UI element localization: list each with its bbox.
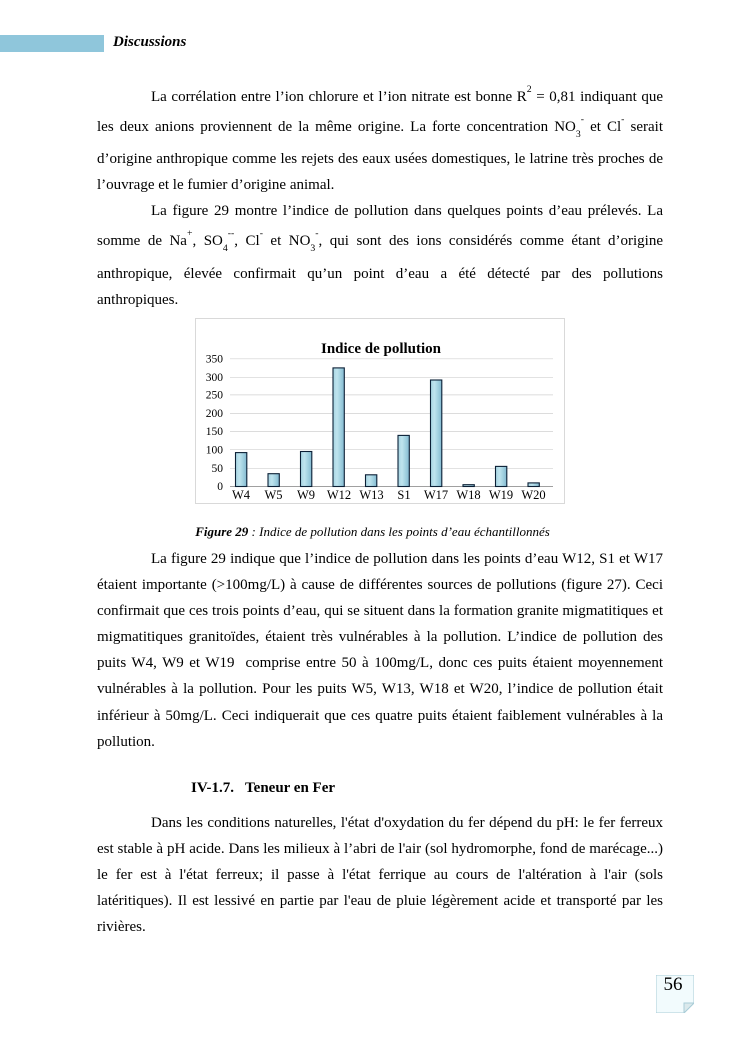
svg-text:50: 50 <box>212 463 224 475</box>
svg-text:100: 100 <box>206 444 224 456</box>
svg-text:W5: W5 <box>264 488 282 502</box>
svg-text:300: 300 <box>206 372 224 384</box>
svg-text:350: 350 <box>206 354 224 366</box>
svg-text:W12: W12 <box>327 488 351 502</box>
svg-text:Indice de pollution: Indice de pollution <box>321 341 442 357</box>
svg-text:W19: W19 <box>489 488 513 502</box>
svg-text:W17: W17 <box>424 488 448 502</box>
svg-text:W13: W13 <box>359 488 383 502</box>
svg-text:S1: S1 <box>397 488 410 502</box>
svg-text:W20: W20 <box>521 488 545 502</box>
svg-text:200: 200 <box>206 408 224 420</box>
svg-text:150: 150 <box>206 426 224 438</box>
svg-text:W4: W4 <box>232 488 251 502</box>
svg-text:250: 250 <box>206 390 224 402</box>
svg-text:W18: W18 <box>456 488 480 502</box>
svg-text:0: 0 <box>217 481 223 493</box>
svg-text:W9: W9 <box>297 488 315 502</box>
